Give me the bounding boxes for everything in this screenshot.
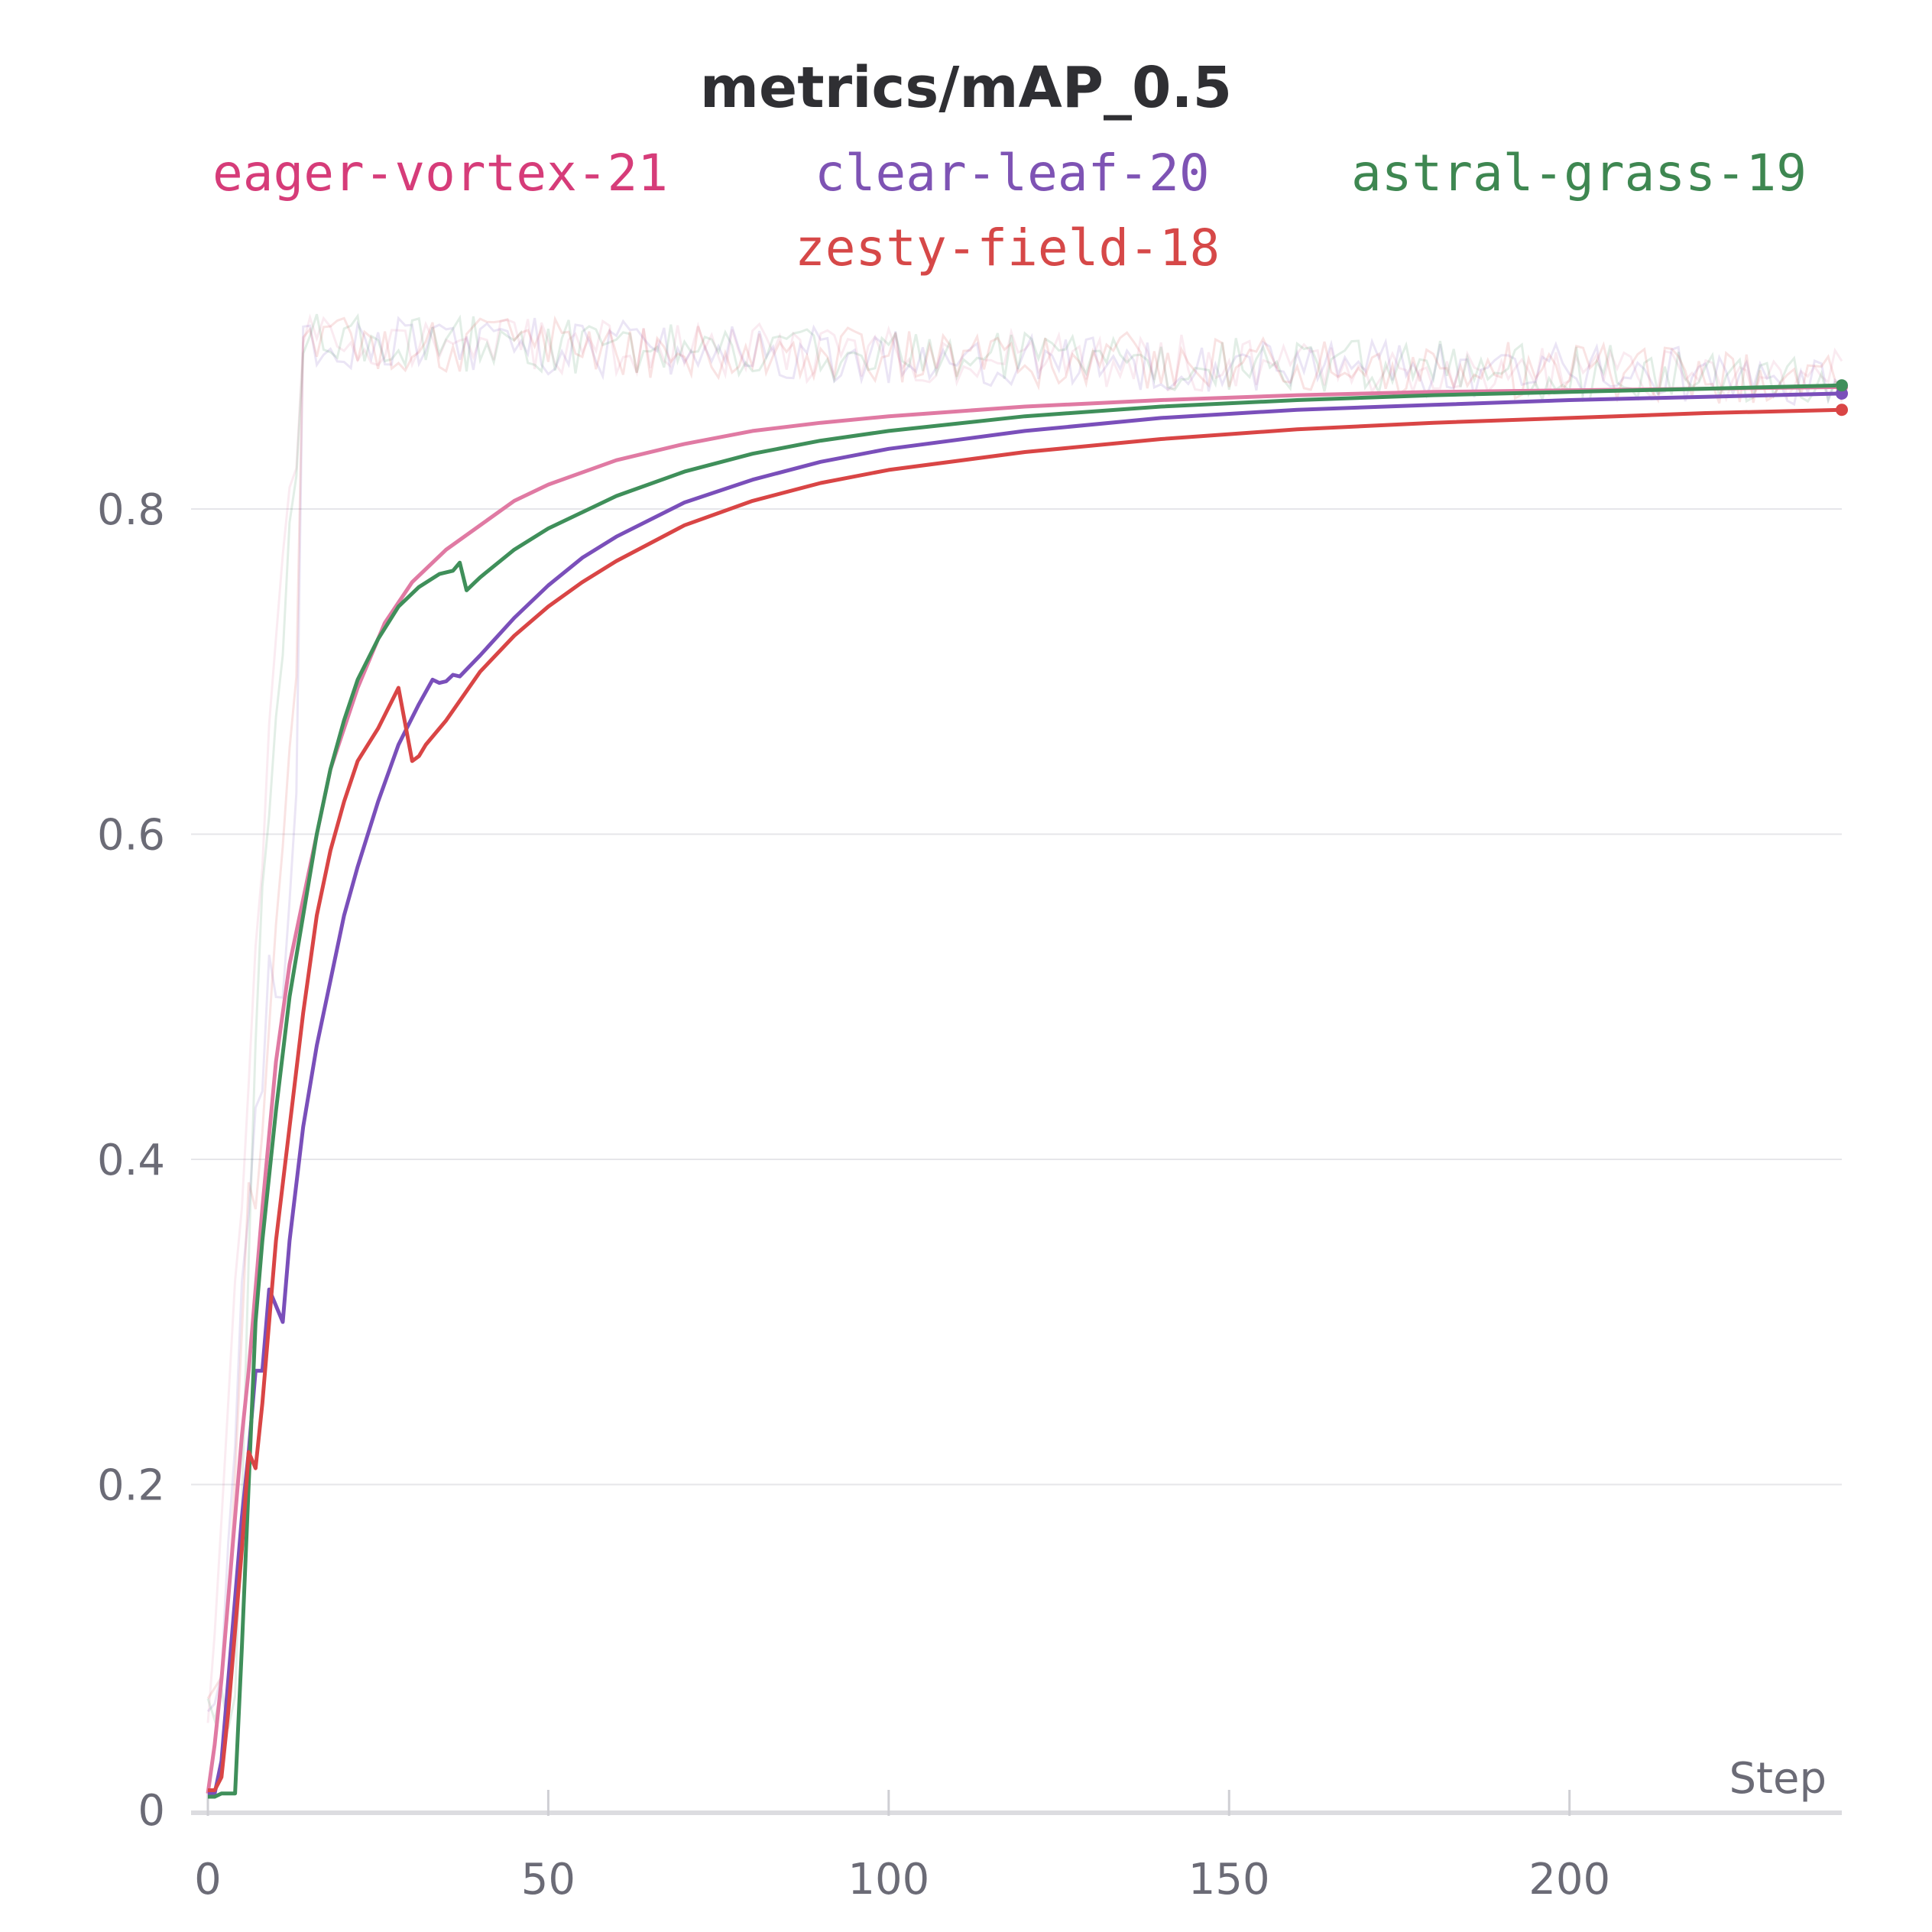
series-end-point-zesty-field-18[interactable] — [1836, 404, 1848, 417]
x-tick-label-0: 0 — [194, 1855, 222, 1904]
y-tick-label-0: 0 — [138, 1786, 165, 1836]
x-axis-ticks: 0 50 100 150 200 — [194, 1790, 1610, 1904]
series-line-astral-grass-19[interactable] — [208, 383, 1843, 1799]
x-tick-label-200: 200 — [1528, 1855, 1610, 1904]
series-layer — [206, 383, 1843, 1799]
series-line-zesty-field-18[interactable] — [208, 407, 1843, 1792]
series-line-clear-leaf-20[interactable] — [208, 391, 1843, 1796]
chart-title: metrics/mAP_0.5 — [699, 55, 1233, 121]
y-tick-label-0.4: 0.4 — [97, 1136, 165, 1185]
raw-series-layer — [206, 313, 1843, 1729]
series-end-point-astral-grass-19[interactable] — [1836, 379, 1848, 392]
raw-trace-astral-grass-19 — [206, 313, 1843, 1729]
y-tick-label-0.2: 0.2 — [97, 1461, 165, 1511]
y-tick-label-0.8: 0.8 — [97, 485, 165, 535]
legend-item-eager-vortex-21[interactable]: eager-vortex-21 — [212, 144, 669, 203]
raw-trace-clear-leaf-20 — [206, 316, 1843, 1713]
x-tick-label-50: 50 — [521, 1855, 575, 1904]
legend-item-clear-leaf-20[interactable]: clear-leaf-20 — [815, 144, 1210, 203]
end-markers — [1836, 379, 1848, 417]
y-tick-label-0.6: 0.6 — [97, 811, 165, 861]
legend-item-astral-grass-19[interactable]: astral-grass-19 — [1351, 144, 1807, 203]
grid-lines — [191, 508, 1842, 1486]
y-axis-ticks: 0 0.2 0.4 0.6 0.8 — [97, 485, 165, 1836]
raw-trace-zesty-field-18 — [206, 315, 1843, 1700]
legend-item-zesty-field-18[interactable]: zesty-field-18 — [795, 219, 1220, 277]
raw-trace-eager-vortex-21 — [206, 313, 1843, 1723]
x-axis-label: Step — [1729, 1754, 1827, 1804]
x-tick-label-100: 100 — [848, 1855, 929, 1904]
x-tick-label-150: 150 — [1188, 1855, 1270, 1904]
series-line-eager-vortex-21[interactable] — [206, 384, 1843, 1794]
